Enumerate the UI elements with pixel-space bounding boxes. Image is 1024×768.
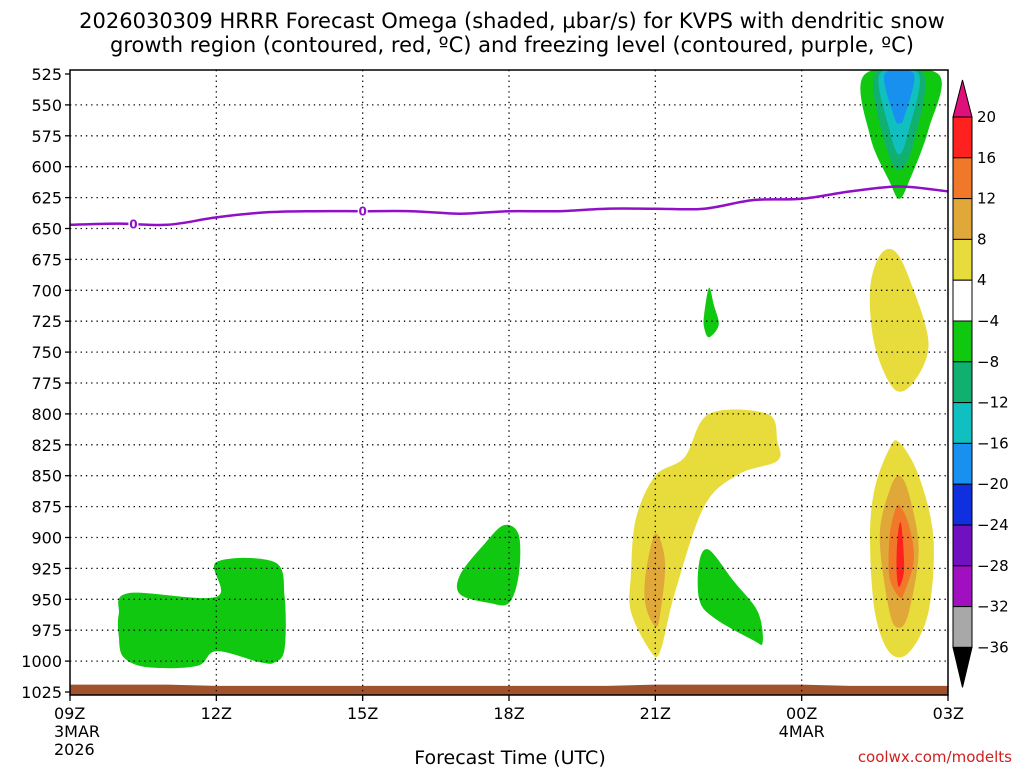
- colorbar-tick-label: −24: [977, 516, 1009, 534]
- y-tick-label: 750: [31, 343, 62, 362]
- colorbar-bin: [952, 279, 973, 322]
- chart-title-line-1: 2026030309 HRRR Forecast Omega (shaded, …: [79, 9, 945, 33]
- x-tick-label: 09Z: [54, 704, 85, 723]
- omega-region-subsidence-upper-east: [869, 248, 929, 392]
- colorbar-top-arrow: [952, 79, 973, 118]
- y-tick-label: 1000: [21, 652, 62, 671]
- colorbar-bin: [952, 606, 973, 648]
- omega-region-ascent-18z: [456, 524, 521, 606]
- omega-shading-layer: [117, 70, 942, 669]
- freezing-level-layer: 00: [70, 185, 948, 231]
- freezing-level-label: 0: [129, 217, 137, 231]
- y-tick-label: 800: [31, 405, 62, 424]
- y-tick-label: 825: [31, 436, 62, 455]
- y-tick-label: 675: [31, 250, 62, 269]
- x-year-label: 2026: [54, 740, 95, 759]
- x-tick-label: 15Z: [347, 704, 378, 723]
- y-tick-label: 950: [31, 590, 62, 609]
- freezing-level-label: 0: [358, 205, 366, 219]
- omega-region-ascent-upper-core: [883, 70, 915, 124]
- colorbar: 20 16 12 8 4 −4 −8 −12 −16 −20 −24 −28 −32 −36: [952, 79, 1009, 688]
- colorbar-tick-label: −32: [977, 598, 1009, 616]
- omega-region-ascent-lowlevel-west: [117, 557, 286, 669]
- colorbar-bin: [952, 565, 973, 608]
- y-tick-label: 1025: [21, 683, 62, 702]
- terrain-surface: [70, 684, 948, 695]
- x-axis-title: Forecast Time (UTC): [414, 747, 605, 768]
- freezing-level-line: [70, 185, 948, 227]
- colorbar-tick-label: 16: [977, 149, 996, 167]
- y-tick-label: 775: [31, 374, 62, 393]
- omega-region-subsidence-21z-core: [644, 533, 666, 627]
- omega-region-subsidence-21z: [629, 409, 781, 658]
- colorbar-bin: [952, 320, 973, 363]
- y-axis: 525 550 575 600 625 650 675 700 725 750 775 800 825 8…: [21, 65, 70, 702]
- colorbar-tick-label: −4: [977, 312, 999, 330]
- colorbar-bin: [952, 116, 973, 159]
- x-tick-label: 21Z: [640, 704, 671, 723]
- omega-region-subsidence-02z-core: [896, 522, 905, 588]
- colorbar-bottom-arrow: [952, 646, 973, 688]
- chart-title-line-2: growth region (contoured, red, ºC) and f…: [110, 33, 914, 57]
- y-tick-label: 525: [31, 65, 62, 84]
- y-tick-label: 625: [31, 189, 62, 208]
- y-tick-label: 900: [31, 529, 62, 548]
- x-tick-label: 18Z: [493, 704, 524, 723]
- colorbar-tick-label: −16: [977, 434, 1009, 452]
- colorbar-tick-label: 8: [977, 230, 987, 248]
- y-tick-label: 875: [31, 498, 62, 517]
- x-tick-label: 03Z: [933, 704, 964, 723]
- omega-region-ascent-22z-small: [703, 287, 719, 338]
- y-tick-label: 850: [31, 467, 62, 486]
- terrain-layer: [70, 684, 948, 695]
- colorbar-bin: [952, 361, 973, 404]
- colorbar-bin: [952, 402, 973, 444]
- freezing-label-bg: [357, 204, 368, 219]
- colorbar-tick-label: −28: [977, 557, 1009, 575]
- y-tick-label: 975: [31, 621, 62, 640]
- colorbar-bin: [952, 483, 973, 526]
- colorbar-tick-label: −36: [977, 638, 1009, 656]
- x-tick-label: 12Z: [201, 704, 232, 723]
- colorbar-tick-label: 4: [977, 271, 987, 289]
- colorbar-bin: [952, 238, 973, 281]
- y-tick-label: 550: [31, 96, 62, 115]
- y-tick-label: 600: [31, 158, 62, 177]
- colorbar-bin: [952, 157, 973, 200]
- colorbar-bin: [952, 524, 973, 567]
- x-tick-label: 00Z: [786, 704, 817, 723]
- colorbar-bin: [952, 198, 973, 240]
- credit-text: coolwx.com/modelts: [858, 748, 1012, 766]
- y-tick-label: 725: [31, 312, 62, 331]
- y-tick-label: 700: [31, 281, 62, 300]
- x-date-label: 3MAR: [54, 722, 100, 741]
- omega-region-ascent-23z-low: [697, 549, 763, 645]
- y-tick-label: 575: [31, 127, 62, 146]
- x-date-label: 4MAR: [779, 722, 825, 741]
- colorbar-bin: [952, 442, 973, 485]
- freezing-label-bg: [128, 216, 139, 231]
- colorbar-tick-label: −8: [977, 353, 999, 371]
- colorbar-tick-label: −20: [977, 475, 1009, 493]
- y-tick-label: 925: [31, 559, 62, 578]
- colorbar-tick-label: −12: [977, 394, 1009, 412]
- colorbar-tick-label: 12: [977, 190, 996, 208]
- y-tick-label: 650: [31, 220, 62, 239]
- colorbar-tick-label: 20: [977, 108, 996, 126]
